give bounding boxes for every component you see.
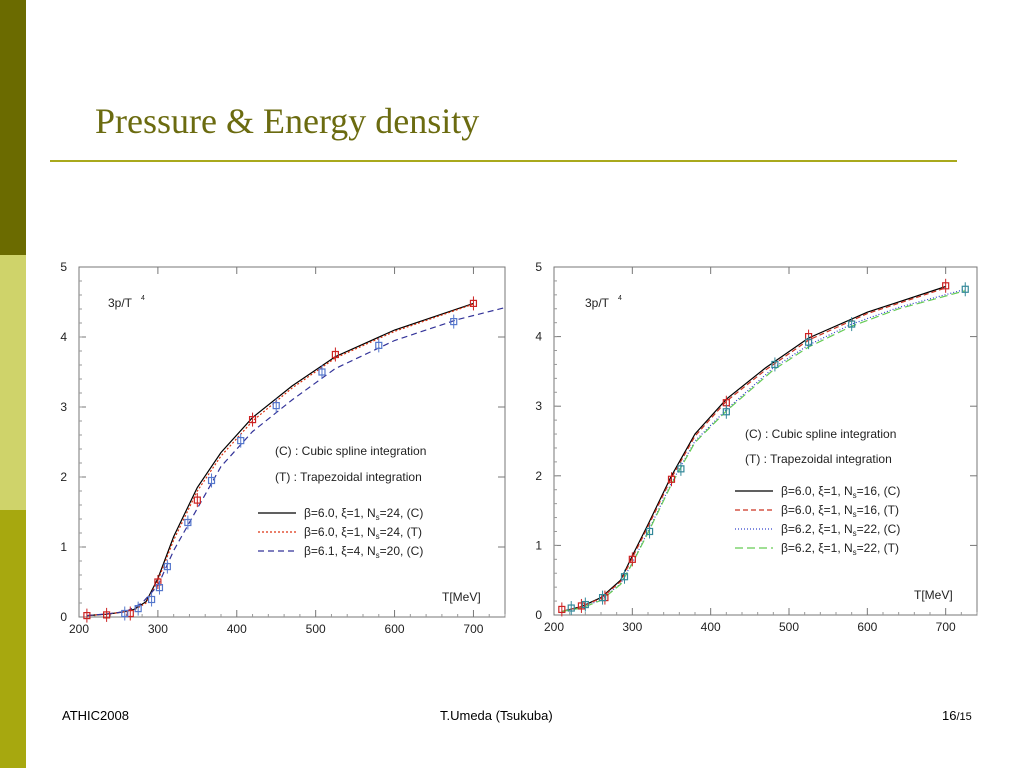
series-line: [561, 285, 946, 613]
integration-note: (C) : Cubic spline integration: [275, 444, 426, 458]
series-line: [561, 288, 966, 613]
y-tick-label: 3: [60, 400, 67, 414]
y-tick-label: 4: [535, 330, 542, 344]
y-tick-label: 2: [535, 469, 542, 483]
legend-label: β=6.2, ξ=1, Ns=22, (C): [781, 522, 900, 538]
legend-label: β=6.0, ξ=1, Ns=24, (C): [304, 506, 423, 522]
x-tick-label: 200: [544, 620, 564, 634]
data-point: [469, 299, 478, 308]
y-tick-label: 0: [60, 610, 67, 624]
y-tick-label: 5: [60, 260, 67, 274]
chart-pressure-left: 200 300 400 500 600 700 0 1 2 3 4 5 3p/T 4 T[MeV] (C) :…: [50, 255, 530, 640]
data-point: [771, 360, 779, 369]
data-point: [620, 573, 629, 581]
x-axis-label: T[MeV]: [442, 590, 481, 604]
integration-note: (C) : Cubic spline integration: [745, 427, 896, 441]
y-tick-label: 0: [535, 608, 542, 622]
y-tick-label: 1: [535, 538, 542, 552]
chart-pressure-right: 200 300 400 500 600 700 0 1 2 3 4 5 3p/T 4 T[MeV] (C) :…: [527, 255, 1007, 640]
data-point: [558, 605, 566, 614]
legend-label: β=6.0, ξ=1, Ns=16, (C): [781, 484, 900, 500]
x-tick-label: 700: [463, 622, 483, 636]
data-point: [248, 416, 257, 424]
chart-right-svg: 200 300 400 500 600 700 0 1 2 3 4 5 3p/T 4 T[MeV] (C) :…: [535, 260, 978, 634]
data-point: [207, 476, 216, 485]
data-point: [848, 320, 856, 328]
data-point: [942, 282, 950, 290]
y-tick-label: 2: [60, 470, 67, 484]
data-point: [677, 465, 685, 473]
data-point: [318, 368, 326, 376]
x-tick-label: 600: [385, 622, 405, 636]
plot-frame: [553, 266, 978, 616]
integration-note: (T) : Trapezoidal integration: [275, 470, 422, 484]
page-number: 16: [942, 708, 957, 723]
y-axis-label-superscript: 4: [141, 295, 145, 302]
data-point: [961, 285, 969, 293]
y-tick-label: 4: [60, 330, 67, 344]
chart-left-svg: 200 300 400 500 600 700 0 1 2 3 4 5 3p/T 4 T[MeV] (C) :…: [60, 260, 506, 636]
data-point: [147, 595, 156, 604]
footer-conference: ATHIC2008: [62, 708, 129, 723]
legend-label: β=6.0, ξ=1, Ns=16, (T): [781, 503, 899, 519]
y-tick-label: 1: [60, 540, 67, 554]
x-tick-label: 200: [69, 622, 89, 636]
x-tick-label: 400: [701, 620, 721, 634]
data-point: [272, 402, 280, 410]
y-axis-label: 3p/T: [585, 296, 610, 310]
series-line: [561, 290, 966, 613]
data-point: [331, 350, 339, 359]
footer-page: 16/15: [942, 708, 972, 723]
data-point: [184, 518, 192, 527]
side-band-mid: [0, 510, 26, 768]
series-line: [561, 287, 946, 613]
x-axis-label: T[MeV]: [914, 588, 953, 602]
y-tick-label: 5: [535, 260, 542, 274]
data-point: [155, 584, 164, 592]
x-tick-label: 500: [306, 622, 326, 636]
page-total: /15: [956, 711, 972, 723]
legend-label: β=6.0, ξ=1, Ns=24, (T): [304, 525, 422, 541]
y-tick-label: 3: [535, 399, 542, 413]
slide-title: Pressure & Energy density: [95, 101, 480, 141]
data-point: [722, 408, 730, 416]
footer-author: T.Umeda (Tsukuba): [440, 708, 553, 723]
title-underline: [50, 160, 957, 162]
data-point: [577, 602, 586, 610]
x-tick-label: 700: [936, 620, 956, 634]
data-point: [237, 437, 245, 445]
data-point: [567, 604, 575, 612]
data-point: [134, 605, 142, 613]
side-band-light: [0, 255, 26, 510]
data-point: [121, 609, 129, 618]
x-tick-label: 300: [622, 620, 642, 634]
data-point: [804, 338, 813, 346]
integration-note: (T) : Trapezoidal integration: [745, 452, 892, 466]
data-point: [450, 317, 458, 326]
legend-label: β=6.1, ξ=4, Ns=20, (C): [304, 544, 423, 560]
data-point: [163, 563, 171, 571]
legend-label: β=6.2, ξ=1, Ns=22, (T): [781, 541, 899, 557]
data-point: [581, 600, 589, 609]
x-tick-label: 300: [148, 622, 168, 636]
y-axis-label-superscript: 4: [618, 295, 622, 302]
data-point: [667, 475, 676, 483]
data-point: [645, 527, 654, 536]
data-point: [375, 341, 383, 350]
data-point: [103, 611, 111, 619]
data-point: [628, 555, 636, 563]
series-line: [86, 303, 474, 617]
series-line: [86, 302, 474, 617]
side-band-dark: [0, 0, 26, 255]
data-point: [193, 496, 201, 504]
x-tick-label: 500: [779, 620, 799, 634]
data-point: [83, 612, 91, 620]
x-tick-label: 400: [227, 622, 247, 636]
series-line: [86, 307, 506, 617]
data-point: [598, 594, 607, 602]
y-axis-label: 3p/T: [108, 296, 133, 310]
x-tick-label: 600: [857, 620, 877, 634]
plot-frame: [78, 266, 506, 618]
